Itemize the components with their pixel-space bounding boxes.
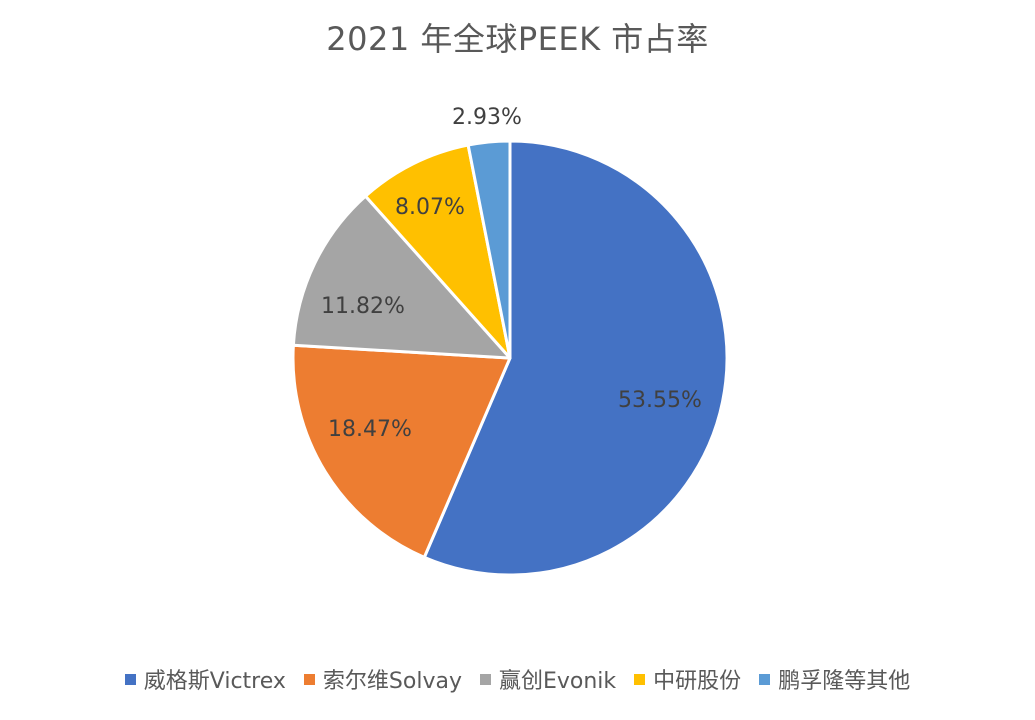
pie-slice [291,343,512,559]
legend-swatch [634,673,646,685]
pie-slice [291,194,512,360]
pie-chart: 53.55% 18.47% 11.82% 8.07% 2.93% [291,105,729,577]
chart-legend: 威格斯Victrex 索尔维Solvay 赢创Evonik 中研股份 鹏孚隆等其他 [0,663,1035,695]
pie-slice [363,143,512,360]
data-label: 2.93% [452,105,522,130]
legend-label: 索尔维Solvay [322,669,462,694]
data-label: 8.07% [395,195,465,220]
legend-item: 赢创Evonik [479,663,617,695]
data-label: 18.47% [328,417,412,442]
legend-swatch [124,673,136,685]
legend-swatch [759,673,771,685]
legend-swatch [303,673,315,685]
chart-title: 2021 年全球PEEK 市占率 [326,20,709,58]
legend-item: 中研股份 [634,663,741,695]
legend-item: 威格斯Victrex [124,663,286,695]
legend-swatch [479,673,491,685]
legend-label: 鹏孚隆等其他 [778,669,911,694]
legend-item: 索尔维Solvay [303,663,462,695]
data-label: 11.82% [321,294,405,319]
legend-item: 鹏孚隆等其他 [759,663,910,695]
pie-slice [466,139,512,360]
data-label: 53.55% [618,388,702,413]
pie-slice [422,139,729,577]
legend-label: 中研股份 [653,669,742,694]
legend-label: 威格斯Victrex [143,669,286,694]
legend-label: 赢创Evonik [498,669,617,694]
